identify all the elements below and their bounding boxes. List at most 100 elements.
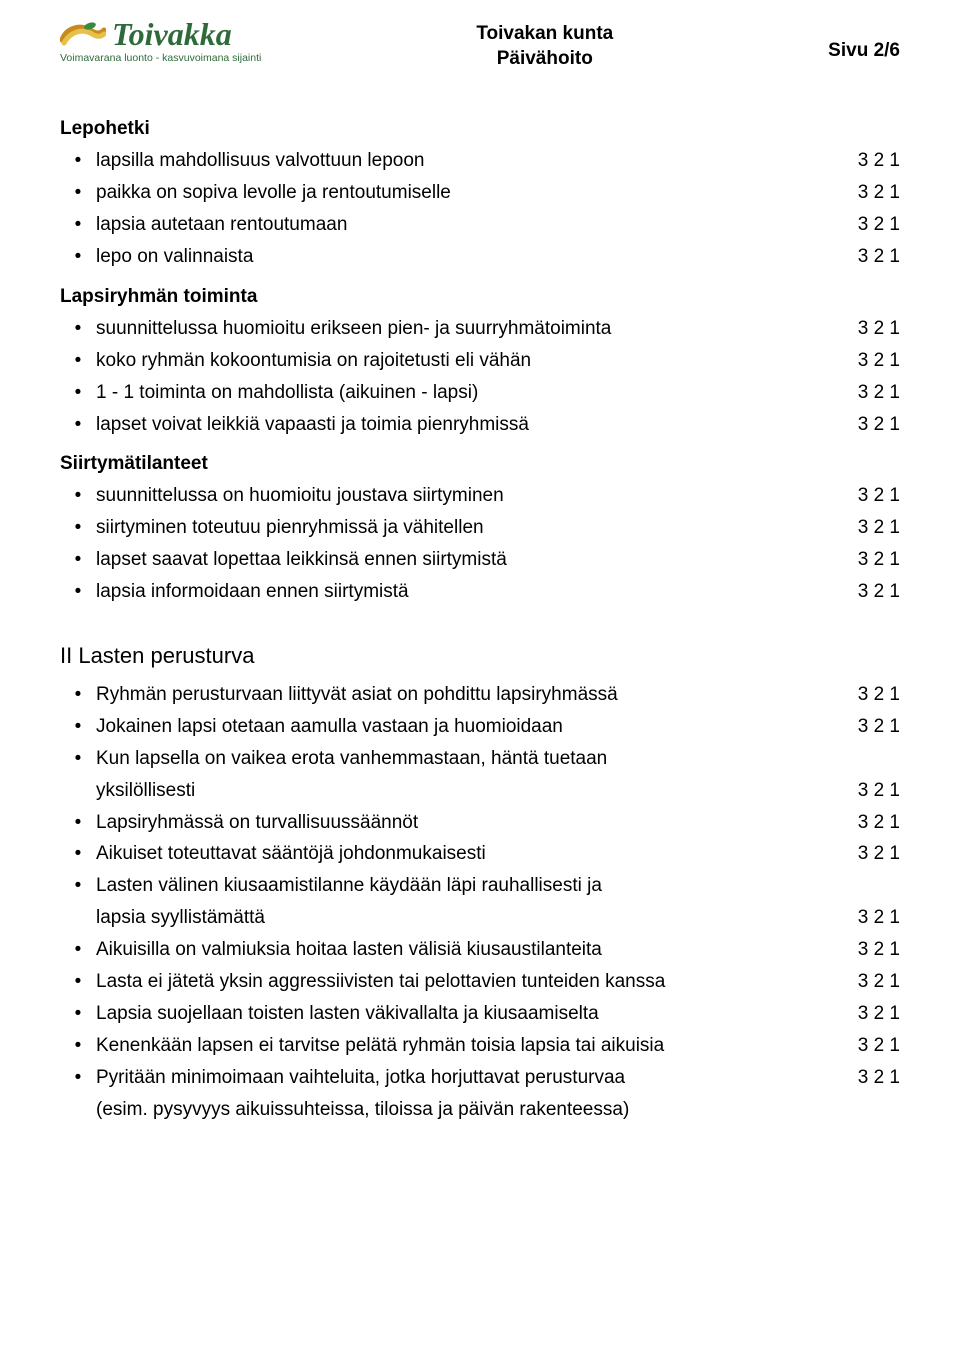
list-item: •lapset voivat leikkiä vapaasti ja toimi… — [60, 409, 900, 441]
list-item: •Lasten välinen kiusaamistilanne käydään… — [60, 870, 900, 902]
bullet-icon: • — [60, 345, 96, 377]
list-item-continuation: (esim. pysyvyys aikuissuhteissa, tiloiss… — [60, 1094, 900, 1126]
page: Toivakka Voimavarana luonto - kasvuvoima… — [0, 0, 960, 1358]
list-item-left: •suunnittelussa on huomioitu joustava si… — [60, 480, 858, 512]
bullet-icon: • — [60, 209, 96, 241]
header-title-2: Päivähoito — [261, 47, 828, 72]
bullet-icon: • — [60, 966, 96, 998]
list-item-left: •Lapsiryhmässä on turvallisuussäännöt — [60, 807, 858, 839]
bullet-icon: • — [60, 544, 96, 576]
list-item-text: lapsilla mahdollisuus valvottuun lepoon — [96, 145, 842, 177]
list-item: •Lapsiryhmässä on turvallisuussäännöt3 2… — [60, 807, 900, 839]
toivakka-logo-icon — [60, 20, 106, 48]
bullet-icon: • — [60, 998, 96, 1030]
score-value: 3 2 1 — [858, 544, 900, 576]
list-item: •suunnittelussa on huomioitu joustava si… — [60, 480, 900, 512]
bullet-icon: • — [60, 870, 96, 902]
score-value: 3 2 1 — [858, 241, 900, 273]
list-item-continuation: lapsia syyllistämättä3 2 1 — [60, 902, 900, 934]
score-value: 3 2 1 — [858, 998, 900, 1030]
list-item-text: siirtyminen toteutuu pienryhmissä ja väh… — [96, 512, 842, 544]
bullet-icon: • — [60, 679, 96, 711]
header-title-1: Toivakan kunta — [261, 22, 828, 47]
score-value: 3 2 1 — [858, 1030, 900, 1062]
bullet-icon: • — [60, 1062, 96, 1094]
list-item-left: •paikka on sopiva levolle ja rentoutumis… — [60, 177, 858, 209]
score-value: 3 2 1 — [858, 966, 900, 998]
bullet-icon: • — [60, 145, 96, 177]
score-value: 3 2 1 — [858, 377, 900, 409]
list-item-text: Jokainen lapsi otetaan aamulla vastaan j… — [96, 711, 842, 743]
list-item-text: paikka on sopiva levolle ja rentoutumise… — [96, 177, 842, 209]
list-item-left: •Lasta ei jätetä yksin aggressiivisten t… — [60, 966, 858, 998]
list-item-left: •Aikuisilla on valmiuksia hoitaa lasten … — [60, 934, 858, 966]
list-item-left: •Pyritään minimoimaan vaihteluita, jotka… — [60, 1062, 858, 1094]
list-item: •Kenenkään lapsen ei tarvitse pelätä ryh… — [60, 1030, 900, 1062]
header-center: Toivakan kunta Päivähoito — [261, 22, 828, 71]
list-item-continuation: yksilöllisesti3 2 1 — [60, 775, 900, 807]
list-item: •Jokainen lapsi otetaan aamulla vastaan … — [60, 711, 900, 743]
list-item-left: •Ryhmän perusturvaan liittyvät asiat on … — [60, 679, 858, 711]
score-value: 3 2 1 — [858, 145, 900, 177]
list-item: •suunnittelussa huomioitu erikseen pien-… — [60, 313, 900, 345]
list-item-text: Lasten välinen kiusaamistilanne käydään … — [96, 870, 884, 902]
list-item-cont-text: yksilöllisesti — [96, 775, 858, 807]
list-item: •Pyritään minimoimaan vaihteluita, jotka… — [60, 1062, 900, 1094]
list-item-text: Lapsia suojellaan toisten lasten väkival… — [96, 998, 842, 1030]
bullet-icon: • — [60, 838, 96, 870]
score-value: 3 2 1 — [858, 177, 900, 209]
list-item-left: •lapset saavat lopettaa leikkinsä ennen … — [60, 544, 858, 576]
heading-ii: II Lasten perusturva — [60, 638, 900, 675]
list-item-left: •suunnittelussa huomioitu erikseen pien-… — [60, 313, 858, 345]
list-item: •lapsilla mahdollisuus valvottuun lepoon… — [60, 145, 900, 177]
score-value: 3 2 1 — [858, 480, 900, 512]
list-item-left: •koko ryhmän kokoontumisia on rajoitetus… — [60, 345, 858, 377]
bullet-icon: • — [60, 512, 96, 544]
list-item-left: •lapsia informoidaan ennen siirtymistä — [60, 576, 858, 608]
list-item-left: •Aikuiset toteuttavat sääntöjä johdonmuk… — [60, 838, 858, 870]
page-indicator: Sivu 2/6 — [828, 40, 900, 62]
bullet-icon: • — [60, 1030, 96, 1062]
list-item-text: Ryhmän perusturvaan liittyvät asiat on p… — [96, 679, 842, 711]
list-item-text: koko ryhmän kokoontumisia on rajoitetust… — [96, 345, 842, 377]
bullet-icon: • — [60, 711, 96, 743]
list-item: •lapset saavat lopettaa leikkinsä ennen … — [60, 544, 900, 576]
score-value: 3 2 1 — [858, 512, 900, 544]
list-item-left: •siirtyminen toteutuu pienryhmissä ja vä… — [60, 512, 858, 544]
list-item-text: lapset voivat leikkiä vapaasti ja toimia… — [96, 409, 842, 441]
list-item: •lapsia informoidaan ennen siirtymistä3 … — [60, 576, 900, 608]
list-item-cont-text: (esim. pysyvyys aikuissuhteissa, tiloiss… — [96, 1094, 900, 1126]
score-value: 3 2 1 — [858, 711, 900, 743]
bullet-icon: • — [60, 743, 96, 775]
list-item-text: Aikuiset toteuttavat sääntöjä johdonmuka… — [96, 838, 842, 870]
sections-block-1: Lepohetki•lapsilla mahdollisuus valvottu… — [60, 113, 900, 608]
section-title: Lapsiryhmän toiminta — [60, 281, 900, 313]
list-item-left: •Jokainen lapsi otetaan aamulla vastaan … — [60, 711, 858, 743]
section-title: Siirtymätilanteet — [60, 448, 900, 480]
list-item-text: lapsia informoidaan ennen siirtymistä — [96, 576, 842, 608]
page-header: Toivakka Voimavarana luonto - kasvuvoima… — [60, 18, 900, 71]
score-value: 3 2 1 — [858, 902, 900, 934]
list-item: •Lapsia suojellaan toisten lasten väkiva… — [60, 998, 900, 1030]
bullet-icon: • — [60, 241, 96, 273]
list-item-left: •Lapsia suojellaan toisten lasten väkiva… — [60, 998, 858, 1030]
bullet-icon: • — [60, 480, 96, 512]
list-item-text: Kenenkään lapsen ei tarvitse pelätä ryhm… — [96, 1030, 842, 1062]
score-value: 3 2 1 — [858, 313, 900, 345]
list-item: •Aikuiset toteuttavat sääntöjä johdonmuk… — [60, 838, 900, 870]
list-item-text: Aikuisilla on valmiuksia hoitaa lasten v… — [96, 934, 842, 966]
list-item-text: lepo on valinnaista — [96, 241, 842, 273]
content: Lepohetki•lapsilla mahdollisuus valvottu… — [60, 113, 900, 1125]
list-item: •Ryhmän perusturvaan liittyvät asiat on … — [60, 679, 900, 711]
list-item-left: •Lasten välinen kiusaamistilanne käydään… — [60, 870, 900, 902]
list-item-left: •lapsilla mahdollisuus valvottuun lepoon — [60, 145, 858, 177]
logo-tagline: Voimavarana luonto - kasvuvoimana sijain… — [60, 52, 261, 64]
list-item-text: lapsia autetaan rentoutumaan — [96, 209, 842, 241]
list-item-cont-text: lapsia syyllistämättä — [96, 902, 858, 934]
list-item-text: suunnittelussa on huomioitu joustava sii… — [96, 480, 842, 512]
list-item: •siirtyminen toteutuu pienryhmissä ja vä… — [60, 512, 900, 544]
score-value: 3 2 1 — [858, 679, 900, 711]
list-item-left: •Kenenkään lapsen ei tarvitse pelätä ryh… — [60, 1030, 858, 1062]
bullet-icon: • — [60, 934, 96, 966]
score-value: 3 2 1 — [858, 345, 900, 377]
